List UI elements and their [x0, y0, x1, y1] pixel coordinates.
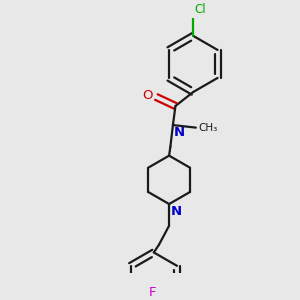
- Text: CH₃: CH₃: [198, 123, 218, 133]
- Text: N: N: [170, 205, 182, 218]
- Text: Cl: Cl: [195, 2, 206, 16]
- Text: O: O: [142, 89, 152, 102]
- Text: N: N: [174, 126, 185, 139]
- Text: F: F: [149, 286, 157, 299]
